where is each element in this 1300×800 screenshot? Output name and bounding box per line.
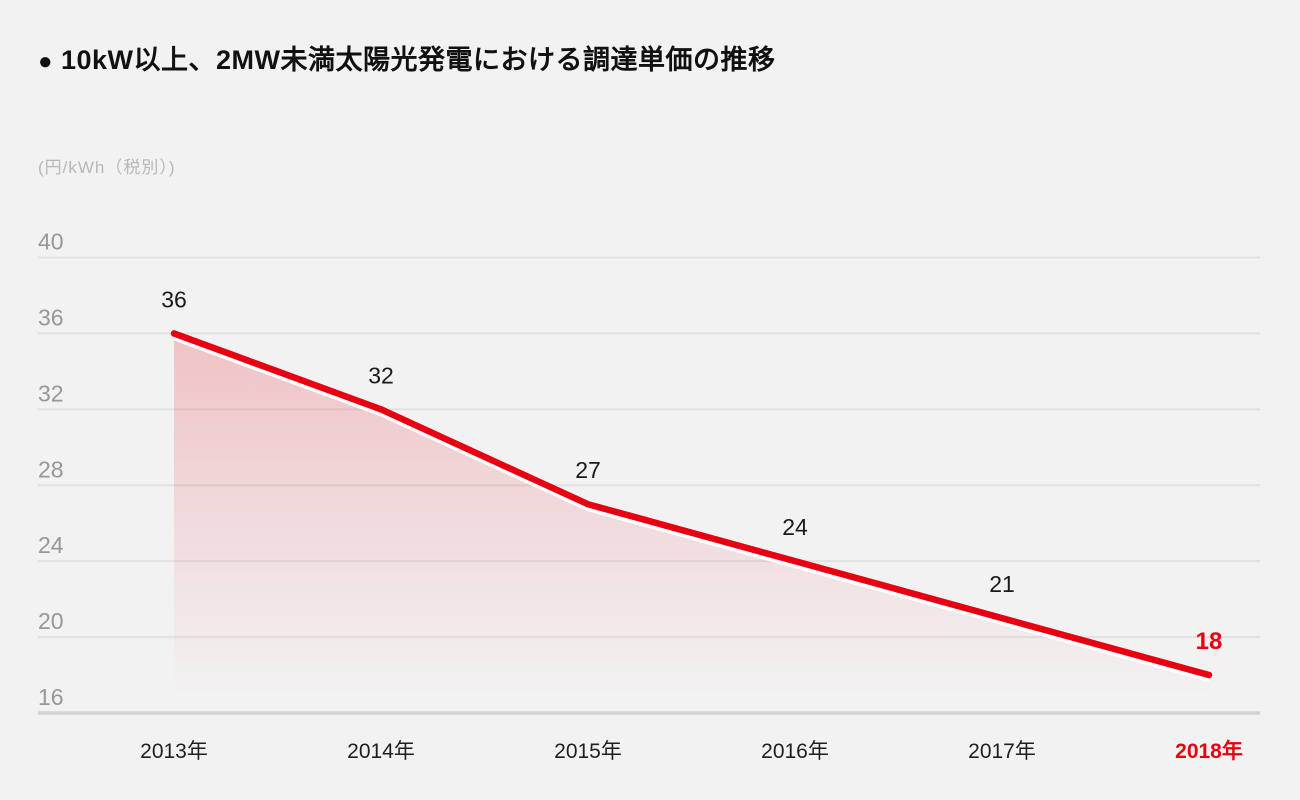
x-axis-tick-label: 2015年 (554, 740, 622, 763)
data-label: 21 (989, 571, 1015, 597)
data-label: 24 (782, 514, 808, 540)
x-axis-tick-label: 2014年 (347, 740, 415, 763)
y-axis-tick-label: 40 (38, 229, 64, 255)
y-axis-tick-label: 24 (38, 532, 64, 558)
x-axis-tick-label: 2013年 (140, 740, 208, 763)
x-axis-tick-label: 2017年 (968, 740, 1036, 763)
page-title: ● 10kW以上、2MW未満太陽光発電における調達単価の推移 (38, 47, 776, 74)
data-label-highlight: 18 (1196, 628, 1223, 655)
data-label: 27 (575, 457, 601, 483)
y-axis-tick-label: 32 (38, 380, 64, 406)
y-axis-tick-label: 20 (38, 608, 64, 634)
line-white-separator (173, 336, 1210, 682)
area-fill (174, 338, 1209, 707)
y-axis-tick-label: 36 (38, 304, 64, 330)
bullet-icon: ● (38, 48, 53, 75)
y-axis-tick-label: 16 (38, 684, 64, 710)
data-label: 36 (161, 286, 187, 312)
y-axis-tick-label: 28 (38, 456, 64, 482)
data-label: 32 (368, 362, 394, 388)
y-axis-unit-label: (円/kWh（税別）) (38, 158, 176, 177)
x-axis-tick-label: 2016年 (761, 740, 829, 763)
page-title-text: 10kW以上、2MW未満太陽光発電における調達単価の推移 (61, 45, 776, 75)
x-axis-tick-label-highlight: 2018年 (1175, 739, 1243, 763)
trend-line (170, 330, 1213, 679)
